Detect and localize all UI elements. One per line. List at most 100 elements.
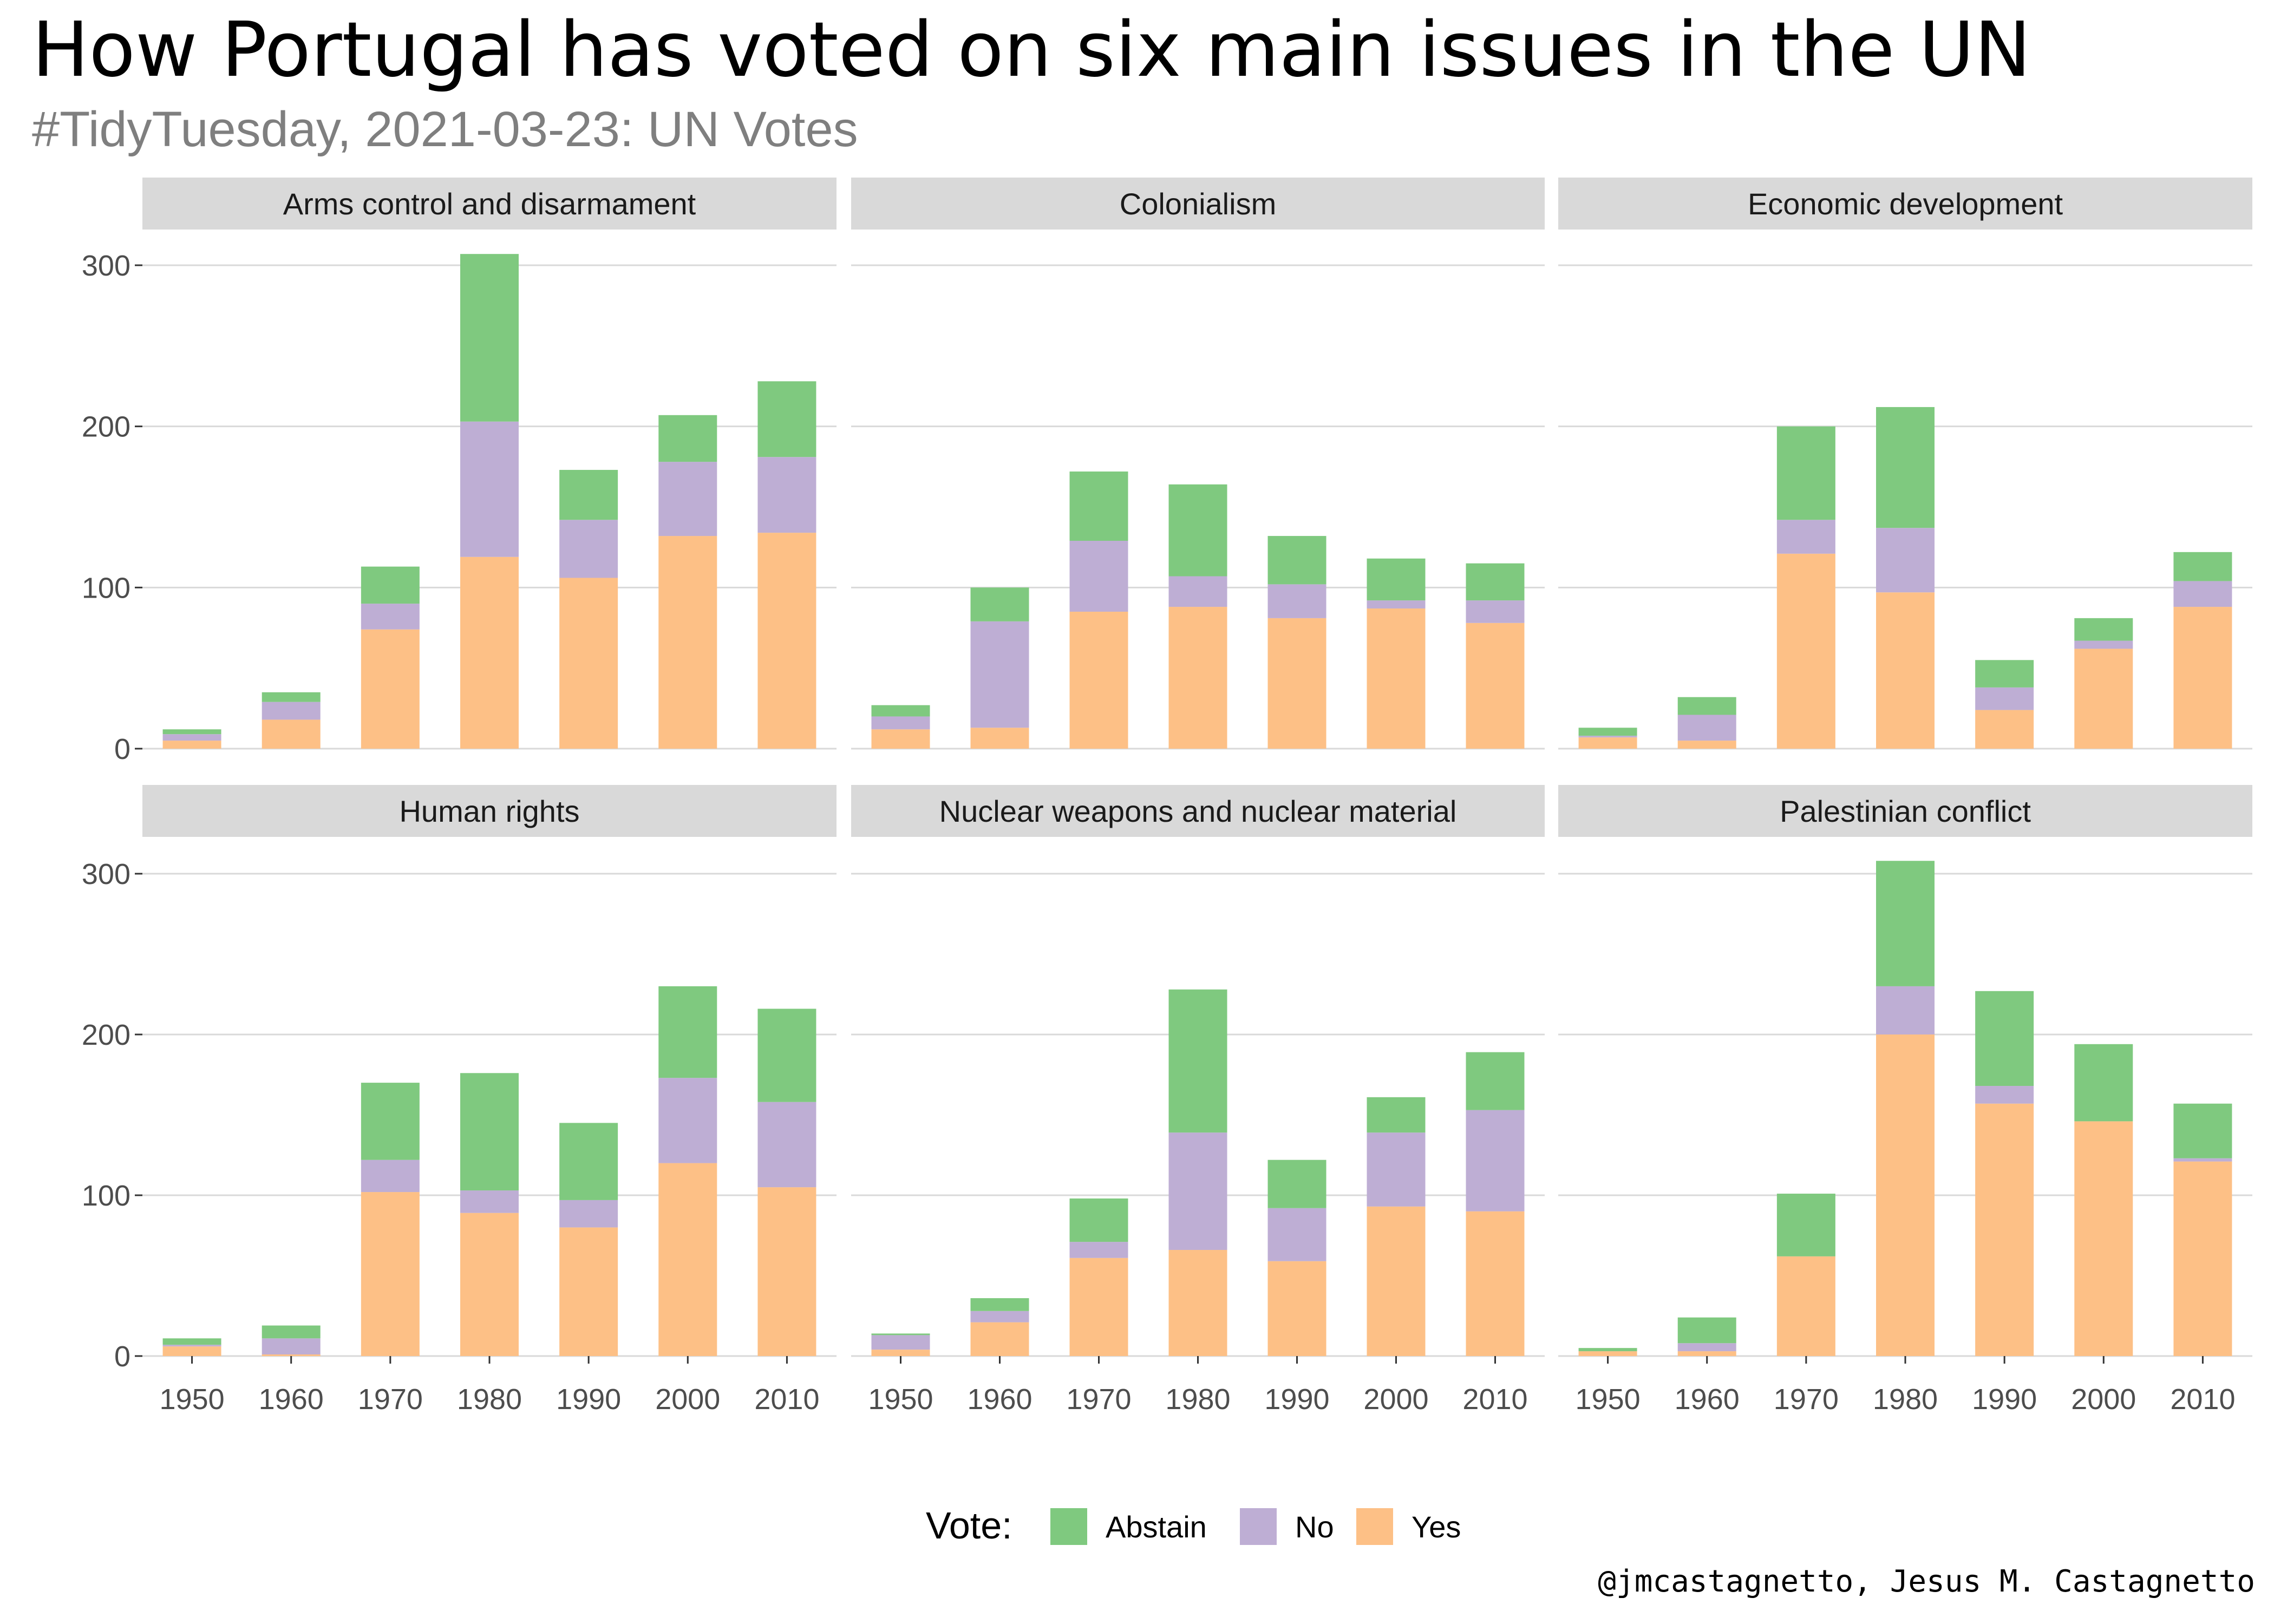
bar-yes-2010 xyxy=(1466,1211,1525,1356)
bar-no-1970 xyxy=(1069,1242,1128,1258)
bar-yes-1980 xyxy=(1168,607,1227,749)
bar-yes-1950 xyxy=(1578,737,1637,749)
x-tick-label: 1990 xyxy=(1264,1383,1329,1416)
bar-yes-1960 xyxy=(1677,741,1736,749)
bar-no-2000 xyxy=(1367,600,1426,609)
bar-abstain-2010 xyxy=(757,1009,816,1102)
x-tick-label: 1990 xyxy=(556,1383,621,1416)
facet-strip-label: Arms control and disarmament xyxy=(283,187,696,221)
bar-no-1950 xyxy=(871,716,930,730)
bar-no-2010 xyxy=(1466,600,1525,623)
y-tick-label: 200 xyxy=(82,1019,130,1051)
bar-abstain-1950 xyxy=(1578,1348,1637,1352)
x-tick-label: 1960 xyxy=(967,1383,1032,1416)
bar-no-2000 xyxy=(658,1078,717,1163)
bar-abstain-2000 xyxy=(2074,618,2133,641)
legend-swatch xyxy=(1050,1508,1087,1545)
bar-abstain-1970 xyxy=(361,1083,420,1160)
bar-no-1970 xyxy=(1776,520,1835,554)
bar-yes-2010 xyxy=(2173,1161,2232,1356)
panel-palestinian-conflict: Palestinian conflict 1950 1960 1970 1980 1990… xyxy=(1558,785,2252,1416)
bar-yes-1980 xyxy=(1876,592,1935,749)
bar-yes-2000 xyxy=(2074,649,2133,749)
facet-strip xyxy=(142,178,837,230)
legend-label: Yes xyxy=(1412,1510,1461,1544)
panel-nuclear-weapons-and-nuclear-material: Nuclear weapons and nuclear material 1950… xyxy=(851,785,1545,1416)
x-tick-label: 2010 xyxy=(2170,1383,2235,1416)
bar-yes-1950 xyxy=(871,729,930,749)
bar-no-1990 xyxy=(1267,1208,1327,1261)
x-tick-label: 1970 xyxy=(1066,1383,1131,1416)
bar-no-1990 xyxy=(1267,584,1327,618)
bar-yes-1950 xyxy=(871,1350,930,1356)
legend-title: Vote: xyxy=(926,1504,1012,1547)
bar-abstain-1990 xyxy=(1267,1160,1327,1208)
facet-strip xyxy=(1558,785,2252,837)
x-tick-label: 1980 xyxy=(1873,1383,1938,1416)
y-tick-label: 300 xyxy=(82,250,130,282)
bar-abstain-1980 xyxy=(1876,861,1935,986)
facet-strip-label: Nuclear weapons and nuclear material xyxy=(939,794,1457,828)
bar-no-2010 xyxy=(2173,581,2232,607)
x-tick-label: 1980 xyxy=(1165,1383,1230,1416)
bar-yes-1990 xyxy=(559,1227,618,1356)
panel-human-rights: Human rights 0 100 200 300 1950 1960 1970 1980 19… xyxy=(82,785,837,1416)
bar-yes-2000 xyxy=(658,536,717,749)
y-tick-label: 100 xyxy=(82,1180,130,1212)
bar-no-2010 xyxy=(1466,1110,1525,1212)
bar-yes-2010 xyxy=(1466,623,1525,749)
bar-abstain-2010 xyxy=(2173,552,2232,581)
legend-label: No xyxy=(1295,1510,1334,1544)
bar-abstain-2000 xyxy=(658,415,717,462)
bar-yes-1980 xyxy=(1876,1034,1935,1356)
bar-yes-1980 xyxy=(460,556,519,749)
bar-abstain-1950 xyxy=(871,1333,930,1335)
bar-no-2000 xyxy=(2074,640,2133,649)
chart-caption: @jmcastagnetto, Jesus M. Castagnetto xyxy=(1598,1564,2255,1599)
bar-yes-1990 xyxy=(1975,1103,2034,1356)
bar-abstain-1980 xyxy=(1168,989,1227,1133)
bar-yes-1960 xyxy=(1677,1351,1736,1356)
bar-yes-2000 xyxy=(1367,1206,1426,1356)
bar-yes-1970 xyxy=(1776,1256,1835,1356)
bar-yes-1970 xyxy=(1776,553,1835,749)
bar-no-1980 xyxy=(460,1190,519,1213)
bar-abstain-1960 xyxy=(1677,1317,1736,1344)
x-tick-label: 1960 xyxy=(259,1383,324,1416)
bar-no-1950 xyxy=(162,1345,221,1347)
legend-swatch xyxy=(1240,1508,1277,1545)
x-tick-label: 1960 xyxy=(1675,1383,1740,1416)
bar-yes-1980 xyxy=(460,1213,519,1356)
bar-abstain-1980 xyxy=(460,254,519,422)
bar-abstain-1950 xyxy=(1578,728,1637,736)
bar-abstain-2000 xyxy=(1367,1097,1426,1133)
bar-no-1980 xyxy=(1876,986,1935,1034)
x-tick-label: 1950 xyxy=(868,1383,933,1416)
bar-no-2000 xyxy=(658,462,717,536)
facet-panels: Arms control and disarmament 0 100 200 300 Co… xyxy=(82,178,2252,1416)
bar-no-1990 xyxy=(559,1200,618,1228)
bar-no-1980 xyxy=(1168,576,1227,607)
bar-yes-1960 xyxy=(262,719,321,749)
bar-abstain-1990 xyxy=(1267,536,1327,585)
bar-abstain-1990 xyxy=(559,470,618,520)
bar-abstain-1980 xyxy=(1876,407,1935,528)
bar-abstain-2010 xyxy=(757,381,816,457)
x-tick-label: 1990 xyxy=(1972,1383,2037,1416)
bar-abstain-1990 xyxy=(559,1123,618,1200)
bar-yes-1990 xyxy=(1267,618,1327,749)
x-tick-label: 2000 xyxy=(2071,1383,2136,1416)
bar-abstain-1960 xyxy=(1677,697,1736,715)
bar-no-1980 xyxy=(1876,528,1935,593)
legend-item-yes: Yes xyxy=(1356,1508,1461,1545)
bar-abstain-1960 xyxy=(970,1298,1029,1311)
bar-no-1960 xyxy=(970,621,1029,728)
bar-no-1960 xyxy=(970,1311,1029,1322)
facet-strip-label: Economic development xyxy=(1748,187,2063,221)
chart-subtitle: #TidyTuesday, 2021-03-23: UN Votes xyxy=(32,102,858,157)
facet-strip xyxy=(851,178,1545,230)
facet-strip-label: Colonialism xyxy=(1120,187,1276,221)
x-tick-label: 1980 xyxy=(457,1383,522,1416)
bar-abstain-2000 xyxy=(658,986,717,1078)
